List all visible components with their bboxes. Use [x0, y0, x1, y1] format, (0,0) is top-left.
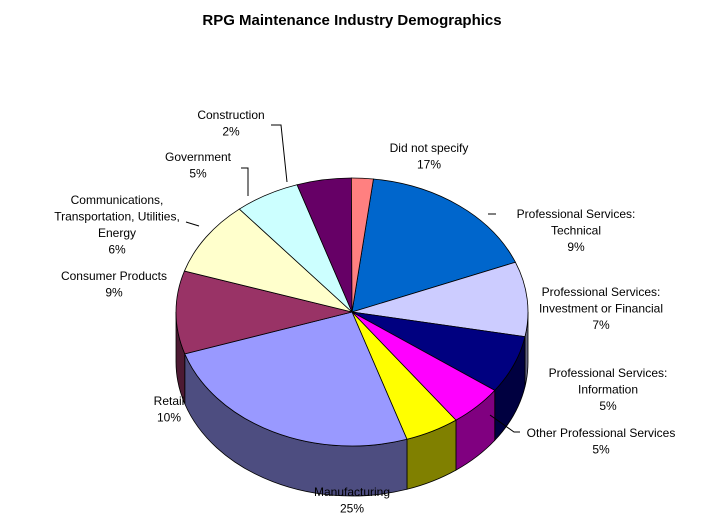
label-professional-services-investment-or-financial: Professional Services: Investment or Fina…	[539, 285, 663, 332]
slice-labels: Did not specify 17% Professional Services:…	[54, 108, 675, 516]
label-retail: Retail 10%	[154, 394, 185, 425]
leader-lines	[185, 124, 520, 433]
leader-construction	[271, 124, 288, 183]
leader-other-professional-services	[489, 414, 520, 433]
chart-title: RPG Maintenance Industry Demographics	[202, 12, 501, 29]
pie-slices	[175, 177, 529, 447]
slice-manufacturing	[184, 311, 408, 447]
label-communications-transportation-utilities-energy: Communications, Transportation, Utilities…	[54, 193, 180, 257]
label-construction: Construction 2%	[197, 108, 264, 139]
leader-government	[241, 167, 249, 196]
label-professional-services-technical: Professional Services: Technical 9%	[517, 207, 636, 254]
label-government: Government 5%	[165, 150, 232, 181]
slice-did-not-specify	[351, 178, 516, 313]
slice-construction	[350, 177, 374, 313]
label-other-professional-services: Other Professional Services 5%	[527, 426, 676, 457]
slice-retail	[175, 270, 353, 355]
leader-communications-transportation-utilities-energy	[185, 221, 200, 227]
slice-consumer-products	[183, 208, 353, 313]
label-manufacturing: Manufacturing 25%	[314, 485, 390, 516]
label-consumer-products: Consumer Products 9%	[61, 269, 167, 300]
label-did-not-specify: Did not specify 17%	[390, 141, 469, 172]
label-professional-services-information: Professional Services: Information 5%	[549, 366, 668, 413]
